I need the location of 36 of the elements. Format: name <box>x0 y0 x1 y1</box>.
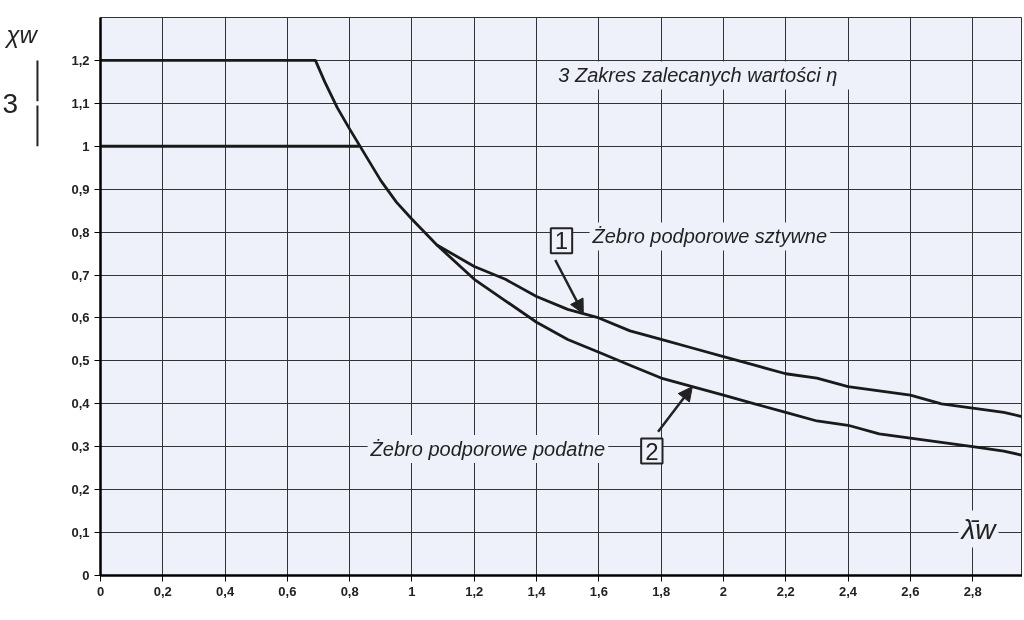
annotation: 3 Zakres zalecanych wartości η <box>558 64 838 87</box>
y-tick-label: 1,1 <box>71 95 90 111</box>
y-tick-label: 1,2 <box>71 52 90 68</box>
x-tick-label: 0,6 <box>278 583 297 599</box>
text: 3 <box>2 87 19 119</box>
x-tick-label: 0 <box>96 583 105 599</box>
annotation: Żebro podporowe podatne <box>369 437 606 460</box>
y-tick-label: 0,6 <box>71 310 90 326</box>
y-axis-title: χw <box>4 20 39 48</box>
y-tick-label: 0,1 <box>71 525 90 541</box>
y-tick-label: 0,7 <box>71 267 90 283</box>
x-tick-label: 2,2 <box>776 583 795 599</box>
annotation: 1 <box>554 227 569 255</box>
x-tick-label: 2,8 <box>963 583 982 599</box>
x-tick-label: 1,2 <box>465 583 484 599</box>
y-tick-label: 0,4 <box>71 396 91 412</box>
y-tick-label: 0 <box>82 568 90 583</box>
annotation: 2 <box>645 437 659 465</box>
x-tick-label: 2 <box>719 583 728 599</box>
y-tick-label: 0,8 <box>71 224 90 240</box>
y-tick-label: 0,9 <box>71 181 90 197</box>
y-tick-label: 0,3 <box>71 439 90 455</box>
x-tick-label: 1,6 <box>589 583 608 599</box>
x-axis-title: λ̄w <box>959 513 998 545</box>
x-tick-label: 2,6 <box>901 583 920 599</box>
x-tick-label: 0,2 <box>153 583 172 599</box>
x-tick-label: 1 <box>408 583 416 599</box>
annotation: Żebro podporowe sztywne <box>591 225 828 248</box>
x-tick-label: 1,8 <box>652 583 671 599</box>
y-tick-label: 0,2 <box>71 482 90 498</box>
x-tick-label: 0,8 <box>340 583 359 599</box>
y-tick-label: 0,5 <box>71 353 90 369</box>
x-tick-label: 1,4 <box>527 583 547 599</box>
x-tick-label: 0,4 <box>216 583 235 599</box>
y-tick-label: 1 <box>82 138 90 154</box>
x-tick-label: 2,4 <box>839 583 858 599</box>
